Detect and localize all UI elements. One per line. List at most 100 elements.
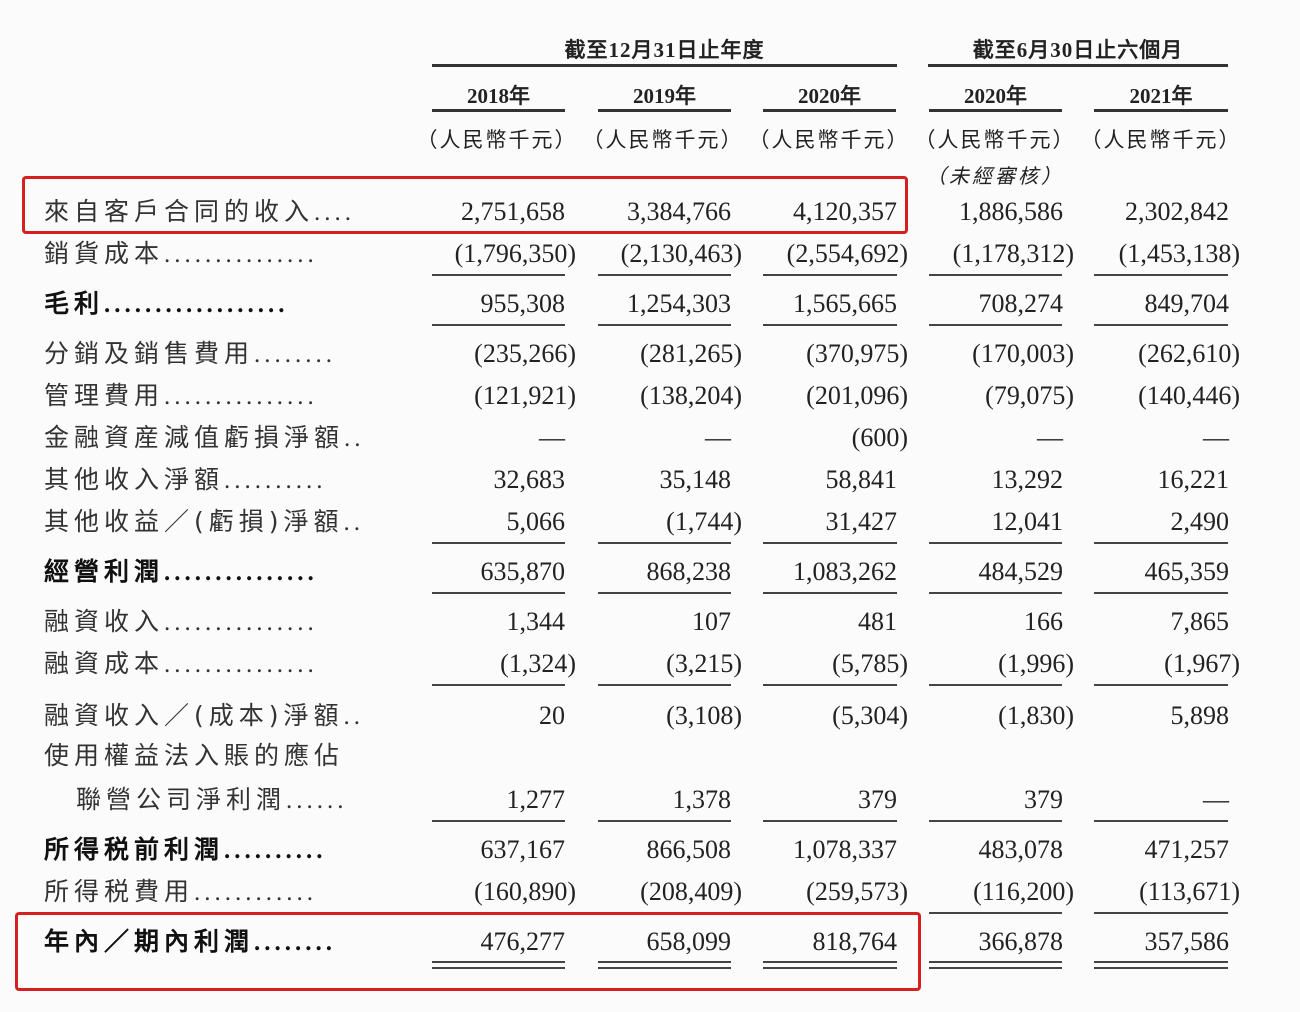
row-label-text: 銷貨成本 bbox=[44, 239, 165, 268]
cell-value: — bbox=[539, 423, 565, 452]
cell-value: 955,308 bbox=[480, 289, 566, 318]
row-label-text: 分銷及銷售費用 bbox=[44, 339, 255, 368]
leader-dots: .......... bbox=[224, 467, 327, 494]
table-row: 毛利.................. 955,308 1,254,303 1,56… bbox=[0, 287, 1300, 327]
subtotal-rule bbox=[598, 820, 731, 822]
column-year-2021-interim: 2021年 bbox=[1129, 84, 1193, 108]
row-label-text: 其他收入淨額 bbox=[44, 465, 225, 494]
column-year-2019: 2019年 bbox=[633, 84, 696, 108]
subtotal-rule bbox=[763, 542, 897, 544]
cell-value: 20 bbox=[539, 701, 565, 730]
row-label: 融資收入............... bbox=[44, 605, 318, 640]
table-row: 其他收益／(虧損)淨額.. 5,066 (1,744) 31,427 12,041 2,4… bbox=[0, 505, 1300, 545]
cell-value: — bbox=[1037, 423, 1063, 452]
leader-dots: ............... bbox=[164, 559, 318, 586]
cell-value: 31,427 bbox=[825, 507, 898, 536]
total-double-rule bbox=[432, 961, 565, 969]
header-interim-period: 截至6月30日止六個月 bbox=[972, 38, 1184, 62]
cell-value: 484,529 bbox=[978, 557, 1064, 586]
subtotal-rule bbox=[763, 274, 897, 276]
row-label-text: 所得税前利潤 bbox=[44, 835, 225, 864]
cell-value: — bbox=[1203, 785, 1229, 814]
cell-value: 2,302,842 bbox=[1125, 197, 1229, 226]
leader-dots: ............... bbox=[164, 241, 318, 268]
highlight-profit-box bbox=[15, 912, 921, 991]
table-row: 聯營公司淨利潤...... 1,277 1,378 379 379 — bbox=[0, 783, 1300, 823]
cell-value: (600) bbox=[851, 423, 908, 452]
row-label-text: 融資收入／(成本)淨額 bbox=[44, 701, 344, 730]
row-label-text: 聯營公司淨利潤 bbox=[76, 785, 287, 814]
subtotal-rule bbox=[929, 684, 1062, 686]
table-row: 融資收入／(成本)淨額.. 20 (3,108) (5,304) (1,830) 5,89… bbox=[0, 699, 1300, 739]
total-double-rule bbox=[763, 961, 897, 969]
cell-value: (259,573) bbox=[806, 877, 908, 906]
subtotal-rule bbox=[1094, 324, 1228, 326]
cell-value: 471,257 bbox=[1144, 835, 1230, 864]
row-label: 聯營公司淨利潤...... bbox=[76, 783, 348, 818]
subtotal-rule bbox=[598, 274, 731, 276]
subtotal-rule bbox=[1094, 592, 1228, 594]
leader-dots: ........ bbox=[254, 929, 337, 956]
cell-value: 5,898 bbox=[1170, 701, 1230, 730]
cell-value: 476,277 bbox=[480, 927, 566, 956]
unit-label: （人民幣千元） bbox=[582, 128, 744, 152]
highlight-revenue-box bbox=[22, 176, 908, 234]
subtotal-rule bbox=[1094, 684, 1228, 686]
row-label-text: 年內／期內利潤 bbox=[44, 927, 255, 956]
cell-value: 2,490 bbox=[1170, 507, 1230, 536]
cell-value: 32,683 bbox=[493, 465, 566, 494]
cell-value: 635,870 bbox=[480, 557, 566, 586]
subtotal-rule bbox=[929, 592, 1062, 594]
subtotal-rule bbox=[929, 912, 1062, 914]
leader-dots: ............... bbox=[164, 609, 318, 636]
cell-value: (235,266) bbox=[474, 339, 576, 368]
row-label: 融資成本............... bbox=[44, 647, 318, 682]
cell-value: (5,304) bbox=[832, 701, 908, 730]
cell-value: 481 bbox=[858, 607, 897, 636]
subtotal-rule bbox=[598, 542, 731, 544]
cell-value: (5,785) bbox=[832, 649, 908, 678]
header-annual-rule bbox=[432, 64, 897, 67]
leader-dots: .. bbox=[344, 425, 365, 452]
subtotal-rule bbox=[432, 324, 565, 326]
subtotal-rule bbox=[763, 324, 897, 326]
table-row: 金融資産減值虧損淨額.. — — (600) — — bbox=[0, 421, 1300, 461]
cell-value: (1,453,138) bbox=[1118, 239, 1240, 268]
table-row: 融資收入............... 1,344 107 481 166 7,865 bbox=[0, 605, 1300, 645]
subtotal-rule bbox=[432, 820, 565, 822]
row-label: 分銷及銷售費用........ bbox=[44, 337, 336, 372]
subtotal-rule bbox=[432, 684, 565, 686]
leader-dots: .......... bbox=[224, 837, 327, 864]
cell-value: 1,083,262 bbox=[793, 557, 897, 586]
subtotal-rule bbox=[929, 324, 1062, 326]
total-double-rule bbox=[1094, 961, 1228, 969]
subtotal-rule bbox=[929, 820, 1062, 822]
row-label: 其他收益／(虧損)淨額.. bbox=[44, 505, 364, 540]
cell-value: 818,764 bbox=[812, 927, 898, 956]
table-row: 經營利潤............... 635,870 868,238 1,083,2… bbox=[0, 555, 1300, 595]
cell-value: (1,996) bbox=[998, 649, 1074, 678]
leader-dots: .. bbox=[343, 703, 365, 730]
subtotal-rule bbox=[1094, 542, 1228, 544]
cell-value: (79,075) bbox=[985, 381, 1074, 410]
cell-value: 12,041 bbox=[991, 507, 1064, 536]
cell-value: (1,178,312) bbox=[952, 239, 1074, 268]
table-row: 所得税前利潤.......... 637,167 866,508 1,078,337 4… bbox=[0, 833, 1300, 873]
row-label: 銷貨成本............... bbox=[44, 237, 318, 272]
row-label: 所得税前利潤.......... bbox=[44, 833, 327, 868]
cell-value: (262,610) bbox=[1138, 339, 1240, 368]
total-double-rule bbox=[598, 961, 731, 969]
cell-value: (140,446) bbox=[1138, 381, 1240, 410]
cell-value: 1,254,303 bbox=[627, 289, 731, 318]
cell-value: (1,796,350) bbox=[454, 239, 576, 268]
cell-value: (116,200) bbox=[973, 877, 1074, 906]
table-row: 年內／期內利潤........ 476,277 658,099 818,764 366,… bbox=[0, 925, 1300, 965]
cell-value: 357,586 bbox=[1144, 927, 1230, 956]
year-rule bbox=[1094, 109, 1228, 112]
subtotal-rule bbox=[1094, 820, 1228, 822]
row-label-text: 經營利潤 bbox=[44, 557, 165, 586]
subtotal-rule bbox=[763, 684, 897, 686]
year-rule bbox=[763, 109, 896, 112]
leader-dots: .................. bbox=[104, 291, 289, 318]
year-rule bbox=[929, 109, 1062, 112]
